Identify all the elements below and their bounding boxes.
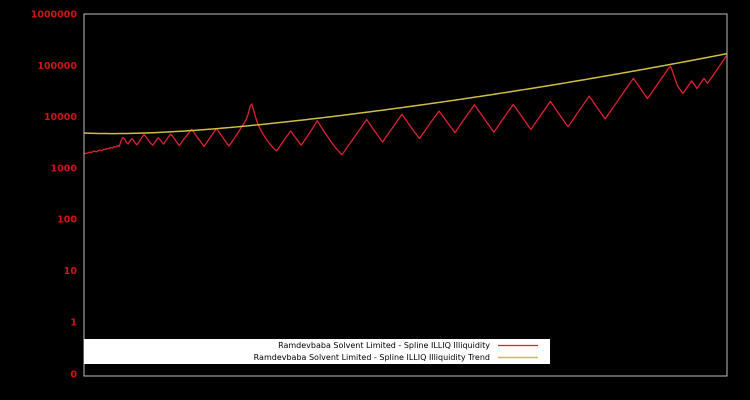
y-axis-tick-label: 1000000: [31, 10, 78, 21]
plot-area-border: [83, 13, 728, 377]
legend-background: [84, 339, 550, 364]
legend[interactable]: Ramdevbaba Solvent Limited - Spline ILLI…: [84, 339, 550, 364]
plot-series-group: [84, 52, 727, 156]
plot-area-background: [84, 14, 727, 376]
y-axis-tick-label: 100000: [37, 61, 77, 72]
legend-label: Ramdevbaba Solvent Limited - Spline ILLI…: [254, 353, 490, 362]
y-axis-tick-label: 100: [57, 215, 77, 226]
legend-label: Ramdevbaba Solvent Limited - Spline ILLI…: [278, 341, 490, 350]
y-axis-tick-label: 0: [70, 370, 77, 381]
y-axis-tick-label: 1: [70, 317, 77, 328]
y-axis-tick-label: 10: [64, 266, 78, 277]
series-line-illiquidity-trend: [84, 52, 727, 135]
y-axis-tick-label: 1000: [51, 163, 78, 174]
y-axis-tick-label: 10000: [44, 112, 77, 123]
